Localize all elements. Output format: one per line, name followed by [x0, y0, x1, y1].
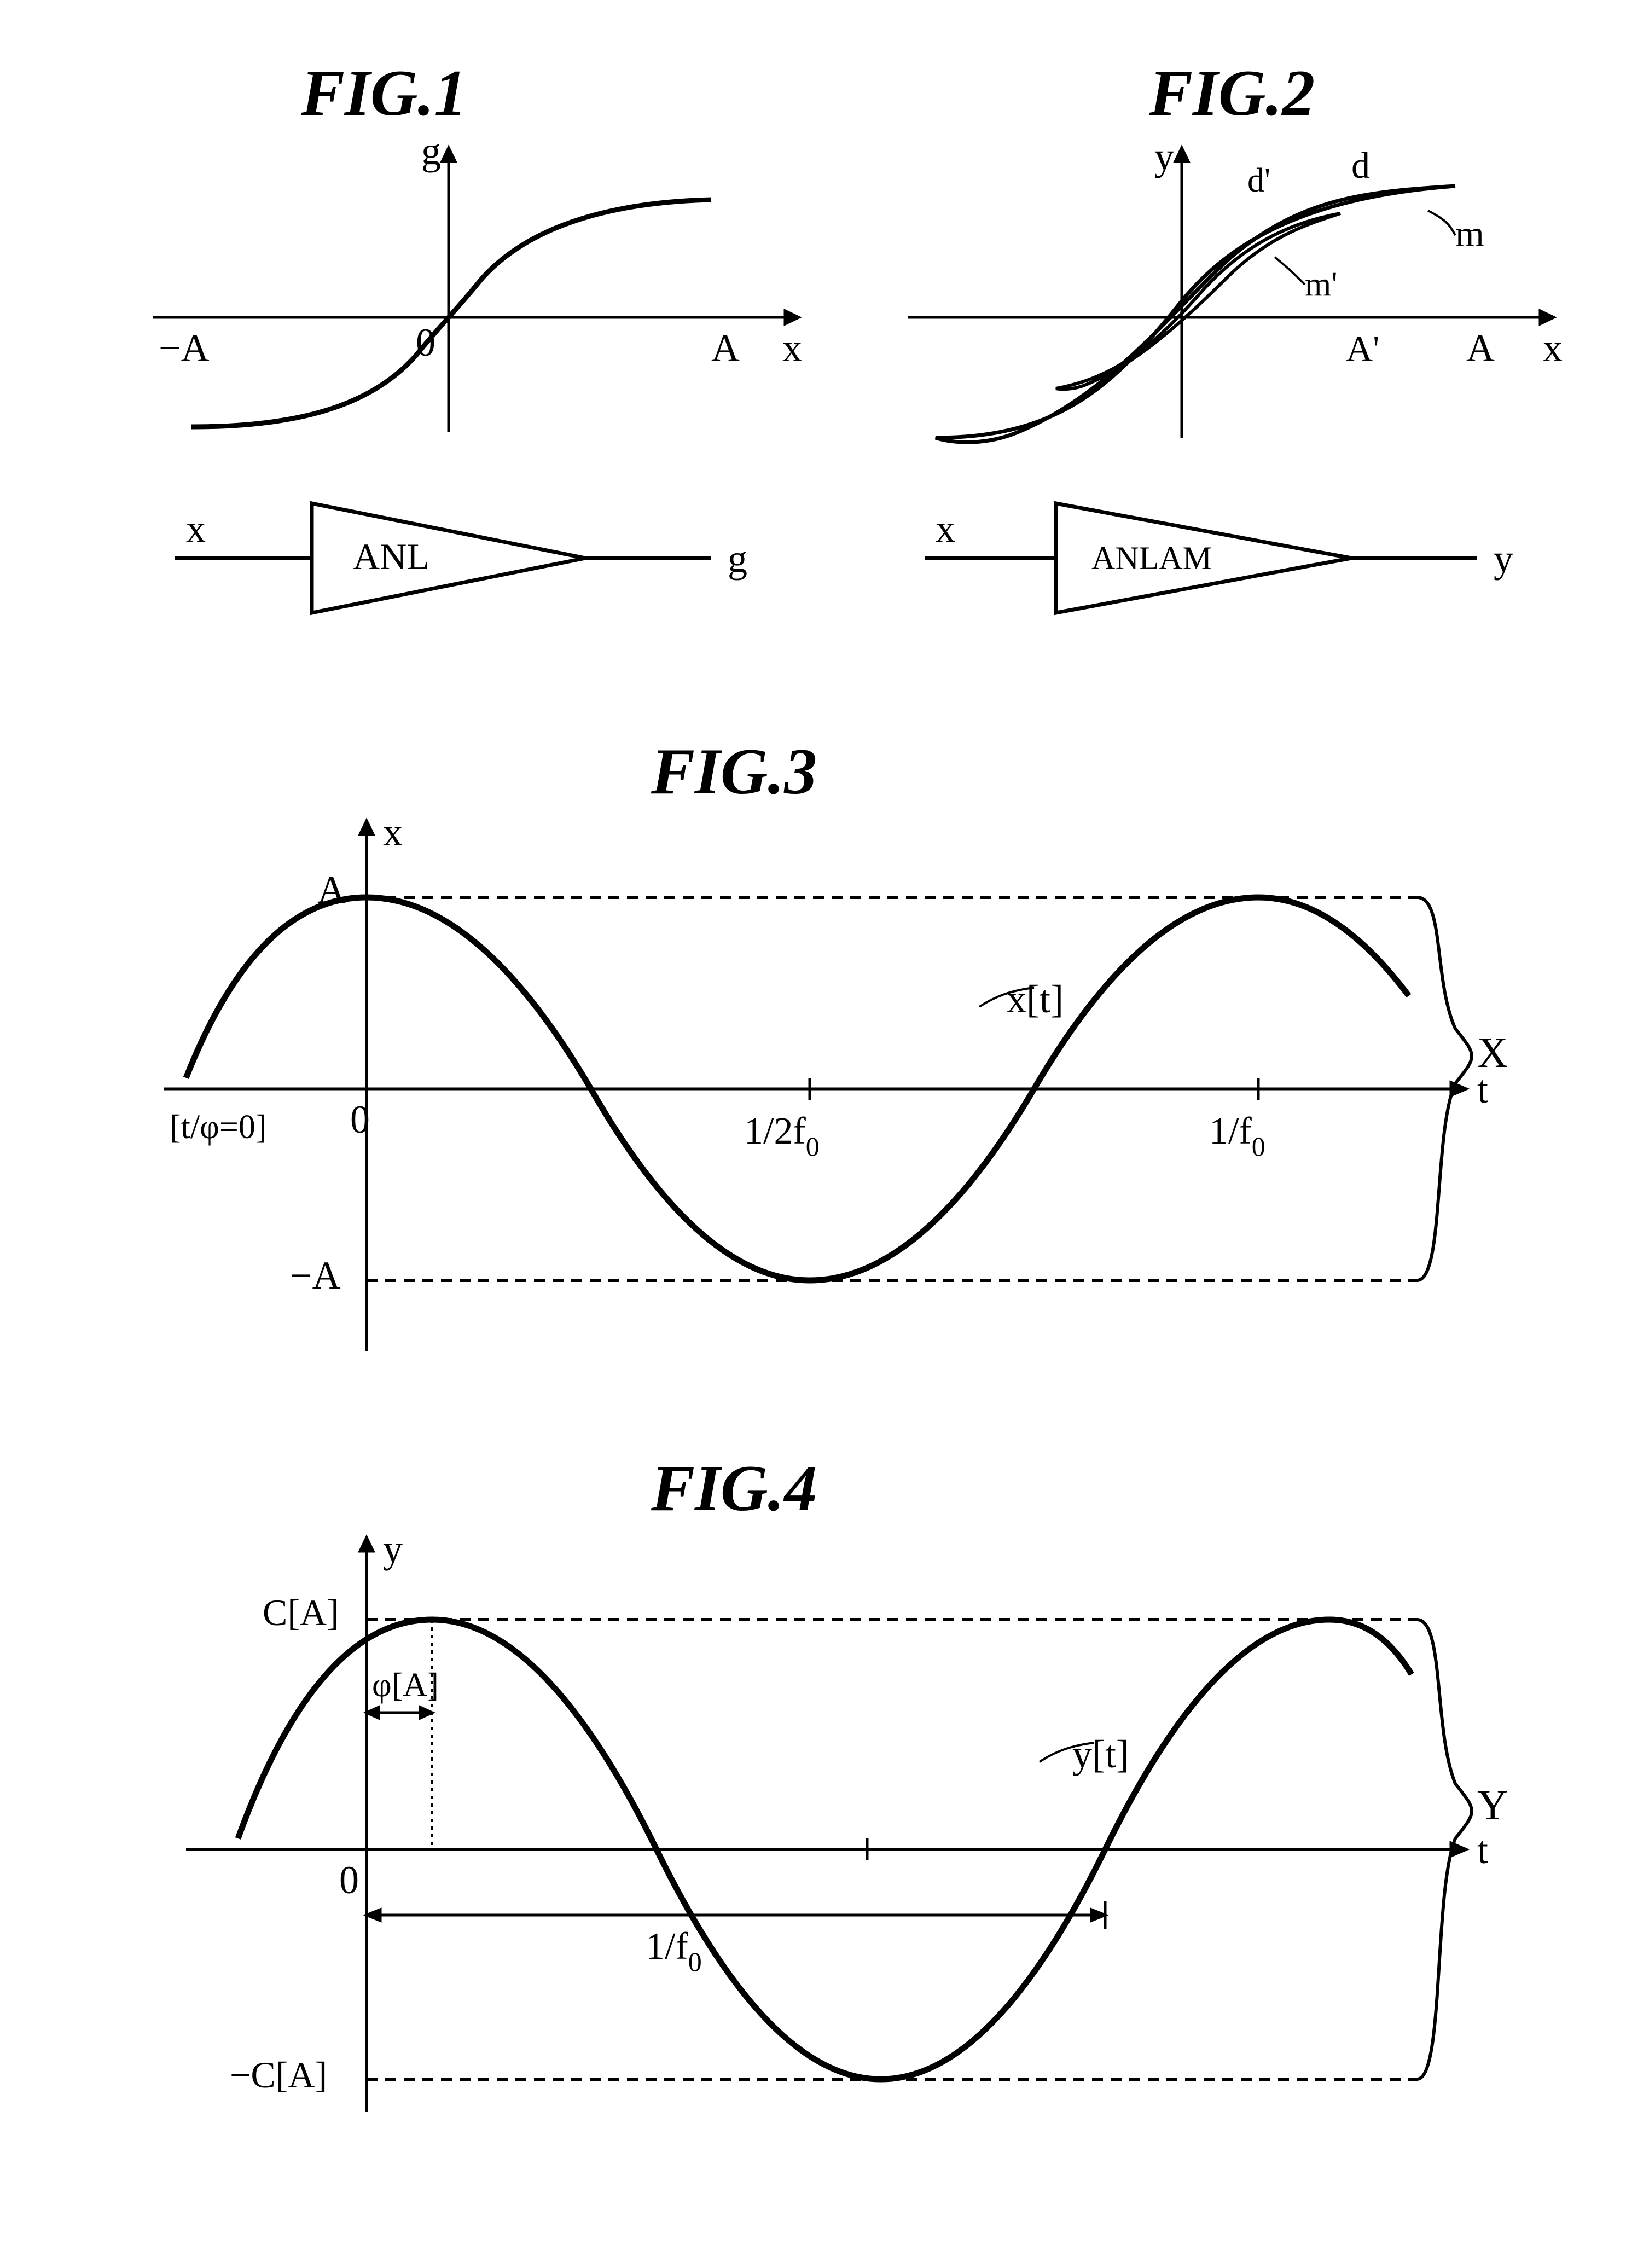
fig1-block	[175, 503, 711, 613]
fig2-m-leader	[1428, 211, 1455, 235]
fig3-A: A	[317, 868, 346, 912]
fig2-title: FIG.2	[1148, 56, 1315, 129]
fig2-block-in: x	[936, 507, 955, 550]
fig1-title: FIG.1	[300, 56, 467, 129]
fig3-t: t	[1477, 1068, 1488, 1111]
fig1-g-label: g	[421, 129, 441, 173]
fig1-svg: FIG.1 g 0 −A A x x ANL g	[109, 55, 875, 657]
fig2-mp: m'	[1305, 266, 1337, 303]
fig4-negC: −C[A]	[230, 2054, 327, 2096]
fig3-title: FIG.3	[651, 739, 817, 808]
fig2-Ap: A'	[1346, 328, 1379, 369]
fig2-block-out: y	[1494, 537, 1513, 581]
fig1-negA: −A	[159, 326, 210, 370]
svg-text:1/f0: 1/f0	[1209, 1110, 1265, 1162]
fig2-loop-outer	[936, 186, 1455, 442]
fig4-period-arrow	[367, 1901, 1105, 1929]
page: FIG.1 g 0 −A A x x ANL g FIG.2 y x A A' …	[22, 22, 1626, 2246]
fig2-mp-leader	[1275, 257, 1305, 285]
fig3-half-period: 1/2f0	[744, 1110, 820, 1162]
fig4-period-label: 1/f0	[646, 1925, 702, 1977]
fig4-svg: FIG.4 φ[A] 1/f0 Y y C[A] −C[A] 0 t	[131, 1455, 1554, 2167]
fig2-axes	[908, 148, 1554, 438]
fig4-O: 0	[339, 1858, 359, 1902]
fig3-xt: x[t]	[1007, 977, 1064, 1021]
fig4-axes	[186, 1538, 1466, 2112]
fig4-C: C[A]	[263, 1592, 339, 1633]
fig1-block-in: x	[186, 507, 206, 550]
fig2-block-label: ANLAM	[1091, 540, 1212, 576]
fig2-y-label: y	[1154, 135, 1174, 178]
fig3-xlab: x	[383, 810, 403, 854]
fig3-O: 0	[350, 1098, 370, 1141]
fig3-period: 1/f0	[1209, 1110, 1265, 1162]
fig1-block-label: ANL	[353, 536, 429, 577]
fig1-A: A	[711, 326, 740, 370]
fig1-origin: 0	[416, 321, 435, 364]
svg-text:1/2f0: 1/2f0	[744, 1110, 820, 1162]
fig2-m: m	[1455, 213, 1484, 254]
fig3-svg: FIG.3 X x A −A 0 [t/φ=0] t 1/2f0 1/f0 x[…	[131, 739, 1554, 1395]
fig3-phase: [t/φ=0]	[170, 1109, 267, 1146]
fig4-phi-arrow	[367, 1707, 432, 1718]
fig4-Y: Y	[1477, 1781, 1508, 1829]
fig1-x-label: x	[782, 326, 802, 370]
fig4-phi: φ[A]	[372, 1667, 439, 1704]
fig1-axes	[153, 148, 799, 432]
fig4-title: FIG.4	[651, 1455, 817, 1524]
fig1-block-out: g	[728, 537, 747, 581]
fig2-A: A	[1466, 326, 1495, 370]
fig4-ylab: y	[383, 1527, 403, 1571]
fig2-svg: FIG.2 y x A A' d d' m m' x ANLAM y	[875, 55, 1626, 657]
svg-text:1/f0: 1/f0	[646, 1925, 702, 1977]
fig4-yt: y[t]	[1072, 1732, 1129, 1776]
fig2-loop-inner	[1056, 213, 1340, 389]
fig1-curve	[191, 200, 711, 427]
fig2-dp: d'	[1247, 162, 1270, 199]
fig3-negA: −A	[290, 1254, 341, 1297]
fig2-d: d	[1351, 144, 1370, 186]
fig2-x-label: x	[1543, 326, 1563, 370]
fig4-t: t	[1477, 1828, 1488, 1872]
